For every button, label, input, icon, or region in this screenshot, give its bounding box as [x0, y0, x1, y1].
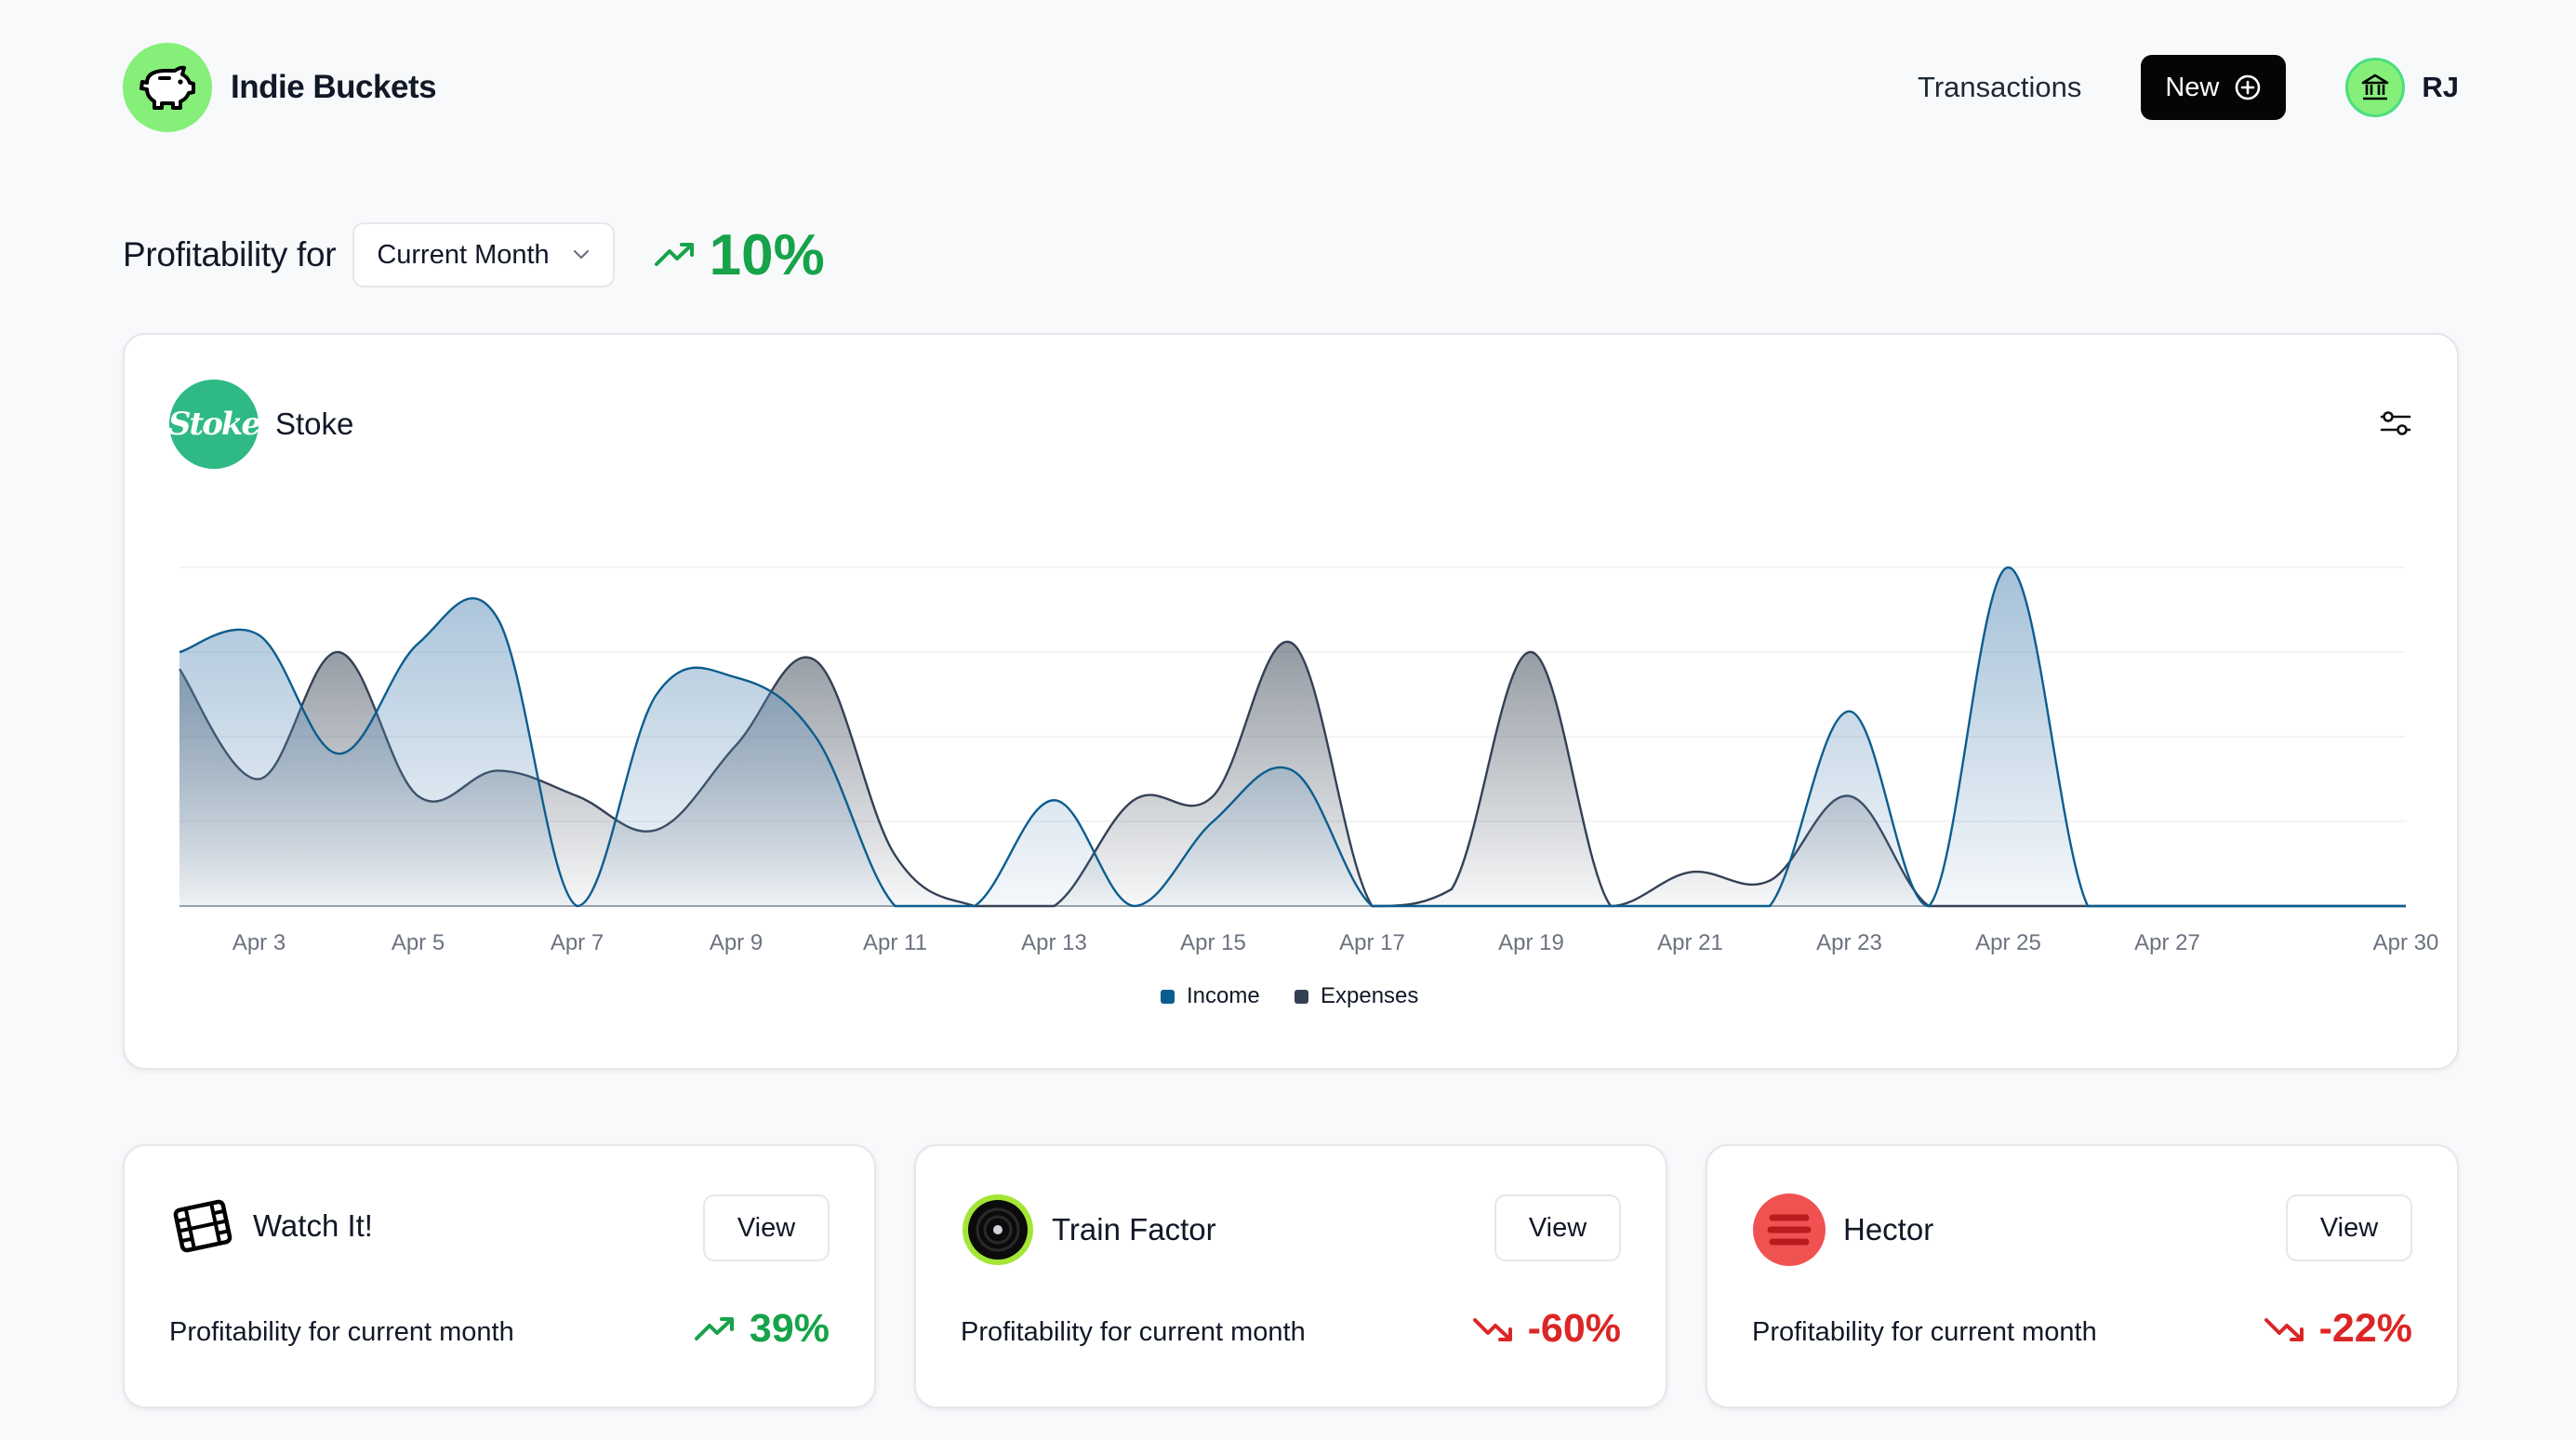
view-button[interactable]: View	[1494, 1194, 1621, 1261]
project-card-watch-it: Watch It! View Profitability for current…	[123, 1144, 876, 1408]
period-select-value: Current Month	[377, 240, 549, 271]
new-button-label: New	[2165, 73, 2219, 103]
x-tick-label: Apr 7	[551, 930, 604, 955]
view-button[interactable]: View	[2286, 1194, 2412, 1261]
profitability-value: 39%	[750, 1306, 830, 1352]
stoke-card: Apr 3 Apr 5 Apr 7 Apr 9 Apr 11 Apr 13 Apr 15 Ap…	[123, 333, 2459, 1070]
profitability-value: -22%	[2319, 1306, 2412, 1352]
project-header: Train Factor	[961, 1193, 1216, 1267]
profitability-change: 39%	[694, 1306, 830, 1352]
card-title: Stoke	[275, 407, 353, 442]
piggy-bank-icon	[139, 64, 195, 111]
x-tick-label: Apr 15	[1180, 930, 1246, 955]
top-bar: Indie Buckets Transactions New RJ	[123, 43, 2459, 132]
profitability-value: 10%	[710, 222, 825, 288]
x-tick-label: Apr 17	[1339, 930, 1405, 955]
profitability-summary: Profitability for Current Month 10%	[123, 221, 825, 288]
film-icon	[169, 1193, 236, 1260]
x-tick-label: Apr 3	[232, 930, 285, 955]
trending-up-icon	[654, 241, 697, 269]
profitability-change: -60%	[1472, 1306, 1621, 1352]
x-tick-label: Apr 19	[1498, 930, 1564, 955]
transactions-link[interactable]: Transactions	[1918, 71, 2081, 104]
project-name: Watch It!	[253, 1208, 373, 1244]
legend-swatch	[1295, 990, 1308, 1004]
profitability-label: Profitability for current month	[169, 1317, 514, 1348]
x-tick-label: Apr 27	[2134, 930, 2200, 955]
user-initials[interactable]: RJ	[2422, 71, 2459, 104]
legend-swatch	[1161, 990, 1175, 1004]
x-tick-label: Apr 25	[1975, 930, 2041, 955]
profitability-change: -22%	[2264, 1306, 2412, 1352]
nav: Transactions New RJ	[1918, 55, 2459, 120]
trending-up-icon	[694, 1315, 737, 1343]
sliders-icon	[2379, 407, 2412, 439]
project-card-train-factor: Train Factor View Profitability for curr…	[914, 1144, 1667, 1408]
lines-icon	[1752, 1193, 1826, 1267]
app-title: Indie Buckets	[231, 69, 436, 106]
profitability-label: Profitability for	[123, 235, 336, 274]
x-tick-label: Apr 23	[1816, 930, 1882, 955]
project-name: Hector	[1843, 1212, 1933, 1247]
project-header: Hector	[1752, 1193, 1933, 1267]
x-tick-label: Apr 13	[1021, 930, 1087, 955]
project-header: Watch It!	[169, 1193, 373, 1260]
profitability-label: Profitability for current month	[1752, 1317, 2097, 1348]
bank-avatar[interactable]	[2345, 58, 2405, 117]
legend-label[interactable]: Income	[1187, 983, 1260, 1008]
stoke-logo: Stoke	[169, 380, 259, 469]
legend-label[interactable]: Expenses	[1321, 983, 1418, 1008]
piggy-bank-logo[interactable]	[123, 43, 212, 132]
project-card-hector: Hector View Profitability for current mo…	[1706, 1144, 2459, 1408]
plus-circle-icon	[2234, 73, 2262, 101]
trending-down-icon	[1472, 1315, 1515, 1343]
x-tick-label: Apr 5	[392, 930, 445, 955]
project-name: Train Factor	[1052, 1212, 1216, 1247]
view-button[interactable]: View	[703, 1194, 830, 1261]
trending-down-icon	[2264, 1315, 2306, 1343]
period-select[interactable]: Current Month	[352, 222, 614, 287]
profitability-change: 10%	[654, 222, 825, 288]
filter-button[interactable]	[2379, 407, 2412, 444]
x-tick-label: Apr 21	[1657, 930, 1723, 955]
new-button[interactable]: New	[2141, 55, 2286, 120]
x-tick-label: Apr 30	[2373, 930, 2439, 955]
chevron-down-icon	[572, 249, 591, 260]
profitability-value: -60%	[1528, 1306, 1621, 1352]
income-expenses-chart: Apr 3 Apr 5 Apr 7 Apr 9 Apr 11 Apr 13 Apr 15 Ap…	[125, 335, 2457, 1068]
x-tick-label: Apr 11	[863, 930, 927, 955]
x-tick-label: Apr 9	[710, 930, 763, 955]
vinyl-icon	[961, 1193, 1035, 1267]
card-header: Stoke Stoke	[169, 380, 353, 469]
profitability-label: Profitability for current month	[961, 1317, 1306, 1348]
bank-icon	[2359, 72, 2391, 103]
